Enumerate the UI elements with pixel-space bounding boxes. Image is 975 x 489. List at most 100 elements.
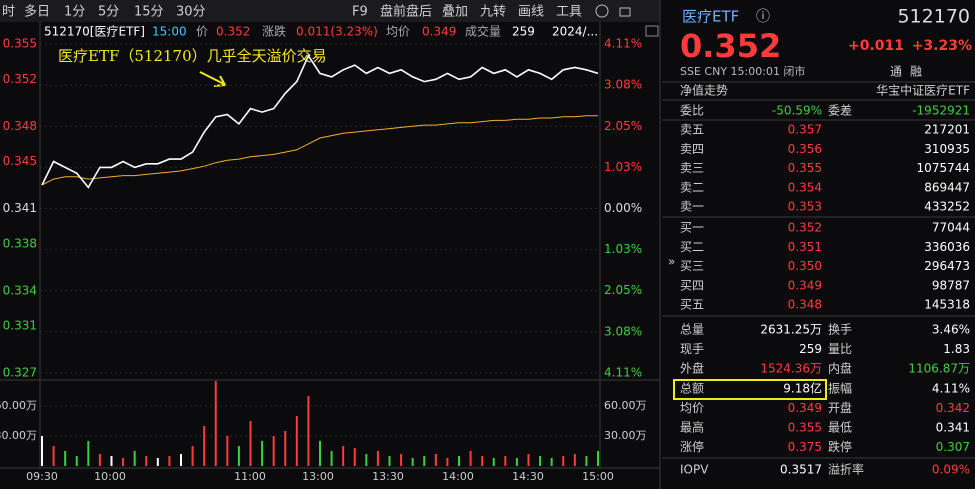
lock-icon[interactable] <box>619 7 631 17</box>
book-price: 0.348 <box>788 298 822 312</box>
series-line <box>41 54 599 189</box>
book-volume: 869447 <box>924 180 970 194</box>
book-volume: 296473 <box>924 259 970 273</box>
volume-bar <box>237 446 240 466</box>
book-label: 买四 <box>680 278 704 292</box>
book-volume: 1075744 <box>917 161 970 175</box>
volume-bar <box>527 454 530 466</box>
volume-bar <box>330 451 333 466</box>
info-vol-label: 成交量 <box>465 24 501 39</box>
nav-label[interactable]: 净值走势 <box>680 83 728 98</box>
tab[interactable]: 1分 <box>64 5 85 20</box>
tab[interactable]: 时 <box>2 5 15 20</box>
volume-bar <box>504 456 507 466</box>
book-label: 卖三 <box>680 161 704 175</box>
last-price: 0.352 <box>680 27 781 65</box>
y2-tick-label: 3.08% <box>604 324 642 338</box>
tool[interactable]: 叠加 <box>442 5 468 20</box>
series-line <box>41 115 598 186</box>
book-price: 0.354 <box>788 180 822 194</box>
volume-bar <box>376 451 379 466</box>
book-volume: 433252 <box>924 200 970 214</box>
info-avg-label: 均价 <box>386 25 410 39</box>
stat-label: IOPV <box>680 463 709 477</box>
volume-bar <box>249 421 252 466</box>
collapse-arrow[interactable]: » <box>668 255 675 269</box>
highlight-box <box>673 379 827 400</box>
book-price: 0.356 <box>788 142 822 156</box>
x-tick-label: 09:30 <box>26 470 58 483</box>
book-volume: 98787 <box>932 278 970 292</box>
book-label: 买一 <box>680 221 704 235</box>
tool[interactable]: 工具 <box>556 5 582 20</box>
window-icon[interactable] <box>645 25 659 37</box>
x-tick-label: 15:00 <box>582 470 614 483</box>
stat-label: 外盘 <box>680 361 704 376</box>
y2-tick-label: 4.11% <box>604 37 642 51</box>
volume-bar <box>180 454 182 466</box>
x-tick-label: 11:00 <box>234 470 266 483</box>
volume-bar <box>272 436 275 466</box>
label: 委差 <box>828 104 852 118</box>
stat-value: 1106.87万 <box>908 362 970 376</box>
stat-value: 9.18亿 <box>783 380 822 395</box>
volume-tick-label: 30.00万 <box>604 429 647 442</box>
stat-label: 涨停 <box>680 439 704 454</box>
info-change: 0.011(3.23%) <box>296 25 378 39</box>
tag[interactable]: 融 <box>910 65 922 79</box>
tool[interactable]: F9 <box>352 5 368 20</box>
book-label: 卖一 <box>680 200 704 214</box>
volume-tick-label: 60.00万 <box>604 399 647 412</box>
book-label: 卖二 <box>680 180 704 194</box>
y-tick-label: 0.341 <box>3 201 37 215</box>
info-avg: 0.349 <box>422 25 456 39</box>
stat-value: 0.341 <box>936 421 970 435</box>
y-tick-label: 0.348 <box>3 119 37 133</box>
book-volume: 310935 <box>924 142 970 156</box>
x-tick-label: 13:30 <box>372 470 404 483</box>
y2-tick-label: 1.03% <box>604 160 642 174</box>
volume-bar <box>41 436 43 466</box>
tool[interactable]: 九转 <box>480 5 506 20</box>
info-icon[interactable]: ⓘ <box>756 9 770 25</box>
stat-value: 0.355 <box>788 421 822 435</box>
book-price: 0.355 <box>788 161 822 175</box>
stat-label: 总额 <box>680 381 704 395</box>
tag[interactable]: 通 <box>890 65 902 79</box>
x-tick-label: 14:00 <box>442 470 474 483</box>
stat-value: 259 <box>799 342 822 356</box>
book-label: 买五 <box>680 298 704 312</box>
volume-bar <box>261 441 264 466</box>
info-date: 2024/... <box>552 25 598 39</box>
tool[interactable]: 画线 <box>518 5 544 20</box>
volume-bar <box>481 456 484 466</box>
volume-bar <box>550 458 553 466</box>
chart-bg <box>0 22 660 489</box>
y-tick-label: 0.331 <box>3 319 37 333</box>
tab[interactable]: 15分 <box>134 5 164 20</box>
tool[interactable]: 盘前盘后 <box>380 4 432 20</box>
tab[interactable]: 30分 <box>176 5 206 20</box>
x-tick-label: 10:00 <box>94 470 126 483</box>
volume-bar <box>469 451 472 466</box>
y2-tick-label: 2.05% <box>604 119 642 133</box>
settings-icon[interactable] <box>595 4 609 18</box>
y-tick-label: 0.338 <box>3 236 37 250</box>
volume-bar <box>284 431 287 466</box>
y2-tick-label: 1.03% <box>604 242 642 256</box>
toolbar <box>0 0 660 22</box>
book-volume: 77044 <box>932 221 970 235</box>
book-label: 卖五 <box>680 123 704 137</box>
status: SSE CNY 15:00:01 闭市 <box>680 64 805 78</box>
volume-bar <box>400 454 403 466</box>
tab[interactable]: 5分 <box>98 5 119 20</box>
volume-bar <box>133 451 136 466</box>
volume-bar <box>597 451 599 466</box>
tab[interactable]: 多日 <box>24 4 50 20</box>
stat-label: 总量 <box>680 323 704 337</box>
book-volume: 336036 <box>924 240 970 254</box>
pct: +3.23% <box>912 38 972 54</box>
y2-tick-label: 0.00% <box>604 201 642 215</box>
volume-bar <box>573 454 576 466</box>
